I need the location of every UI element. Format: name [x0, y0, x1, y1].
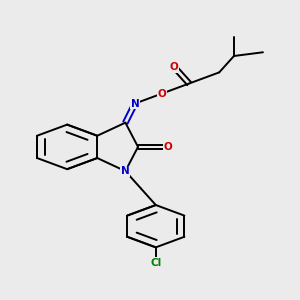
Text: Cl: Cl: [150, 258, 161, 268]
Text: O: O: [170, 62, 179, 72]
Text: N: N: [121, 166, 130, 176]
Text: N: N: [130, 99, 139, 109]
Text: O: O: [163, 142, 172, 152]
Text: O: O: [158, 88, 166, 98]
